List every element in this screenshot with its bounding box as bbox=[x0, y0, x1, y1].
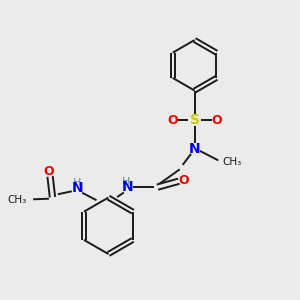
Text: S: S bbox=[190, 113, 200, 127]
Text: O: O bbox=[167, 114, 178, 127]
Text: CH₃: CH₃ bbox=[222, 157, 242, 167]
Text: H: H bbox=[73, 178, 81, 188]
Text: N: N bbox=[189, 142, 200, 155]
Text: O: O bbox=[212, 114, 222, 127]
Text: N: N bbox=[72, 181, 84, 195]
Text: N: N bbox=[121, 180, 133, 194]
Text: H: H bbox=[122, 177, 130, 187]
Text: O: O bbox=[178, 174, 189, 187]
Text: O: O bbox=[43, 165, 54, 178]
Text: CH₃: CH₃ bbox=[7, 195, 26, 205]
